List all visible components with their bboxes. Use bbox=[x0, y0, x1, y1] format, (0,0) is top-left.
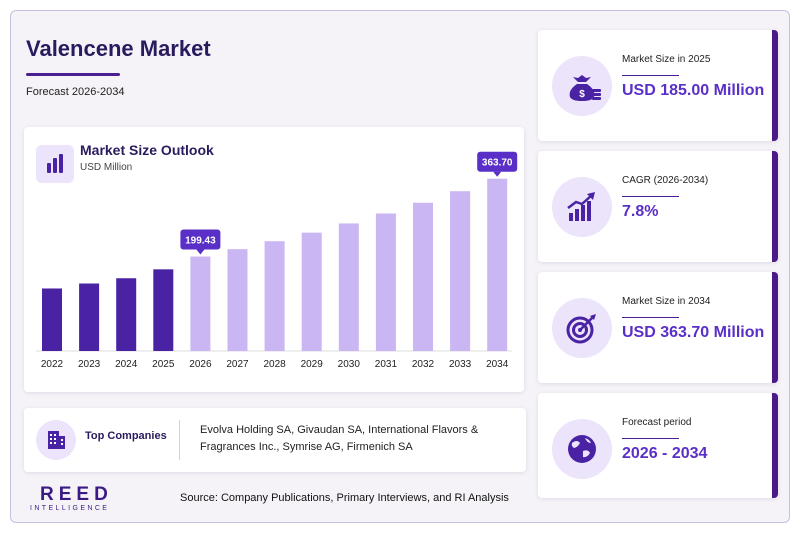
bar-chart-icon bbox=[36, 145, 74, 183]
x-tick-label: 2029 bbox=[301, 359, 324, 370]
source-note: Source: Company Publications, Primary In… bbox=[180, 492, 509, 504]
stat-value: 2026 - 2034 bbox=[622, 445, 708, 462]
chart-title: Market Size Outlook bbox=[80, 142, 214, 158]
x-tick-label: 2032 bbox=[412, 359, 435, 370]
stat-card-market-2034: Market Size in 2034 USD 363.70 Million bbox=[538, 272, 778, 383]
bar-2034 bbox=[487, 178, 508, 351]
data-label-bubble bbox=[180, 229, 221, 250]
x-tick-label: 2024 bbox=[115, 359, 138, 370]
growth-chart-icon bbox=[552, 177, 612, 237]
bar-2025 bbox=[153, 269, 174, 351]
data-label-2026: 199.43 bbox=[180, 229, 221, 255]
companies-title: Top Companies bbox=[85, 430, 167, 442]
bar-2030 bbox=[338, 223, 359, 351]
stat-card-market-2025: $ Market Size in 2025 USD 185.00 Million bbox=[538, 30, 778, 141]
stat-label: CAGR (2026-2034) bbox=[622, 175, 709, 186]
logo-tagline: INTELLIGENCE bbox=[30, 505, 110, 512]
companies-card: Top Companies Evolva Holding SA, Givauda… bbox=[24, 408, 526, 472]
stat-underline bbox=[622, 75, 679, 76]
data-label-bubble bbox=[477, 151, 518, 172]
x-tick-label: 2027 bbox=[226, 359, 249, 370]
bar-2023 bbox=[79, 283, 100, 351]
companies-list: Evolva Holding SA, Givaudan SA, Internat… bbox=[200, 424, 479, 453]
x-tick-label: 2031 bbox=[375, 359, 398, 370]
x-tick-label: 2033 bbox=[449, 359, 472, 370]
bar-2031 bbox=[375, 213, 396, 351]
stat-value: 7.8% bbox=[622, 203, 659, 220]
chart-unit: USD Million bbox=[80, 162, 133, 173]
bar-2033 bbox=[450, 191, 471, 351]
stat-label: Market Size in 2025 bbox=[622, 54, 711, 65]
data-label-text: 199.43 bbox=[185, 236, 216, 247]
bar-2026 bbox=[190, 256, 211, 351]
x-tick-label: 2034 bbox=[486, 359, 509, 370]
stat-underline bbox=[622, 438, 679, 439]
page-title: Valencene Market bbox=[26, 36, 211, 61]
stat-underline bbox=[622, 196, 679, 197]
bar-2029 bbox=[301, 232, 322, 351]
stat-card-cagr: CAGR (2026-2034) 7.8% bbox=[538, 151, 778, 262]
page-subtitle: Forecast 2026-2034 bbox=[26, 86, 125, 98]
stat-label: Forecast period bbox=[622, 417, 692, 428]
stat-value: USD 363.70 Million bbox=[622, 324, 765, 341]
x-tick-label: 2026 bbox=[189, 359, 212, 370]
bar-2022 bbox=[42, 288, 62, 351]
x-tick-label: 2030 bbox=[338, 359, 361, 370]
money-bag-icon: $ bbox=[552, 56, 612, 116]
x-tick-label: 2028 bbox=[263, 359, 286, 370]
bar-2024 bbox=[116, 278, 137, 351]
bar-2032 bbox=[413, 202, 433, 351]
data-label-pointer bbox=[196, 249, 205, 255]
stat-label: Market Size in 2034 bbox=[622, 296, 711, 307]
globe-icon bbox=[552, 419, 612, 479]
target-icon bbox=[552, 298, 612, 358]
stat-card-forecast-period: Forecast period 2026 - 2034 bbox=[538, 393, 778, 498]
bar-2028 bbox=[264, 241, 285, 351]
stat-underline bbox=[622, 317, 679, 318]
stat-value: USD 185.00 Million bbox=[622, 82, 765, 99]
logo-wordmark: REED bbox=[40, 484, 113, 505]
title-underline bbox=[26, 73, 120, 76]
companies-divider bbox=[179, 420, 180, 460]
data-label-2034: 363.70 bbox=[477, 151, 518, 177]
x-tick-label: 2023 bbox=[78, 359, 101, 370]
data-label-pointer bbox=[493, 171, 502, 177]
bar-2027 bbox=[227, 249, 248, 351]
data-label-text: 363.70 bbox=[482, 158, 513, 169]
x-tick-label: 2022 bbox=[41, 359, 64, 370]
x-tick-label: 2025 bbox=[152, 359, 175, 370]
chart-card: Market Size Outlook USD Million 2022 2023… bbox=[24, 127, 524, 392]
buildings-icon bbox=[36, 420, 76, 460]
bar-chart: 2022 2023 2024 2025 2026 199.43 2027 2028 2029 20… bbox=[36, 151, 518, 370]
svg-text:$: $ bbox=[579, 89, 585, 100]
